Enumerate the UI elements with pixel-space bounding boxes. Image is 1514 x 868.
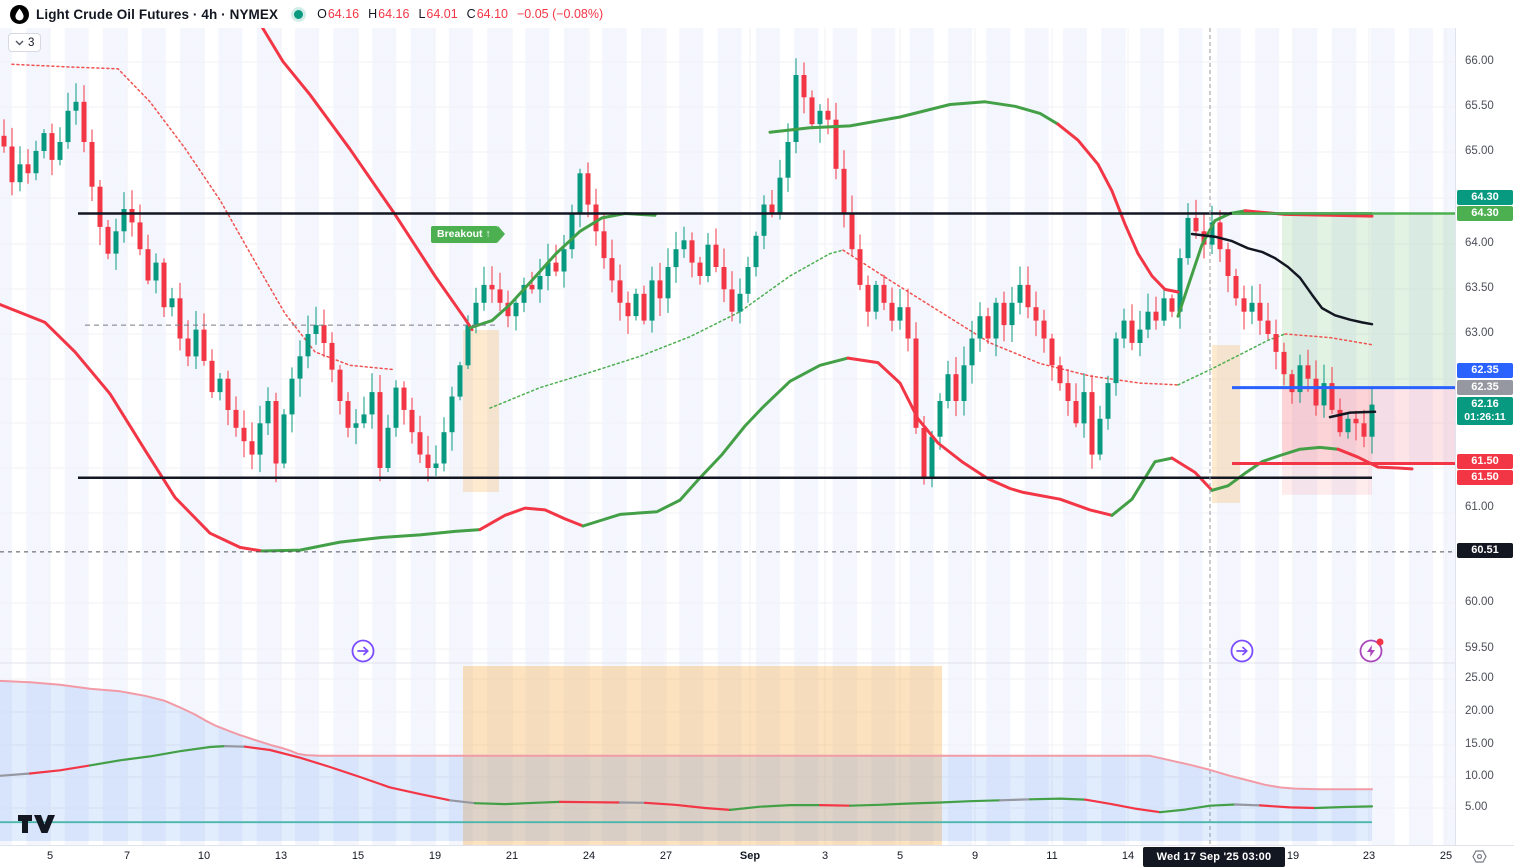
upper-band-red — [254, 15, 474, 332]
time-tick: 5 — [896, 850, 904, 862]
price-tick: 10.00 — [1465, 770, 1494, 782]
time-tick: 21 — [505, 850, 519, 862]
time-tick: 23 — [1362, 850, 1376, 862]
level-lines — [0, 212, 1455, 553]
price-badge-61.50: 61.50 — [1457, 454, 1513, 469]
lower-band-green-rise — [581, 356, 850, 528]
symbol-logo-icon[interactable] — [10, 4, 29, 24]
chevron-down-icon — [15, 40, 24, 45]
price-badge-64.30: 64.30 — [1457, 190, 1513, 205]
price-tick: 65.50 — [1465, 100, 1494, 112]
band-red-end — [1336, 447, 1414, 471]
mid-dotted-red — [842, 249, 1179, 386]
arrow-event-icon[interactable] — [351, 639, 375, 663]
event-markers[interactable] — [351, 638, 1384, 663]
grid-lines — [0, 28, 1455, 845]
price-tick: 59.50 — [1465, 642, 1494, 654]
market-status-icon[interactable] — [294, 9, 304, 19]
price-badge-62.35: 62.35 — [1457, 380, 1513, 395]
profit-zone — [1282, 213, 1455, 388]
time-tick: 7 — [123, 850, 131, 862]
time-tick: 14 — [1121, 850, 1135, 862]
time-tick: 13 — [274, 850, 288, 862]
time-tick: 9 — [971, 850, 979, 862]
time-tick: Sep — [739, 850, 761, 862]
price-badge-61.50: 61.50 — [1457, 470, 1513, 485]
price-tick: 61.00 — [1465, 501, 1494, 513]
lower-panel-fill — [0, 680, 1372, 841]
adx-upper-line — [0, 679, 1373, 791]
lower-band-red — [0, 303, 264, 553]
mid-dotted-red-left — [11, 63, 396, 371]
price-tick: 25.00 — [1465, 672, 1494, 684]
band-green-rise2 — [1210, 445, 1340, 492]
position-tool-zones — [1282, 213, 1455, 495]
price-tick: 60.00 — [1465, 596, 1494, 608]
top-green — [768, 100, 1060, 134]
adx-area-fill — [0, 680, 1372, 841]
price-tick: 20.00 — [1465, 705, 1494, 717]
tradingview-logo — [18, 815, 55, 833]
lower-band-red2 — [478, 506, 585, 532]
ohlc-values: O64.16 H64.16 L64.01 C64.10 −0.05 (−0.08%) — [317, 7, 603, 21]
price-badge-64.30: 64.30 — [1457, 206, 1513, 221]
time-tick: 27 — [659, 850, 673, 862]
black-ma-short — [1328, 410, 1377, 419]
dotted-midlines — [11, 63, 1373, 409]
time-tick: 15 — [351, 850, 365, 862]
indicators-collapsed-chip[interactable]: 3 — [8, 33, 42, 52]
lower-band-green — [260, 528, 482, 553]
loss-zone — [1282, 387, 1455, 464]
chart-toolbar: Light Crude Oil Futures · 4h · NYMEX O64… — [0, 0, 1514, 28]
price-badge-62.35: 62.35 — [1457, 363, 1513, 378]
ohlc-o: O64.16 — [317, 7, 360, 21]
arrow-event-icon[interactable] — [1230, 639, 1254, 663]
mid-dotted-green — [489, 249, 844, 409]
time-tick: 11 — [1046, 850, 1058, 862]
breakout-green — [468, 212, 657, 330]
price-badge-60.51: 60.51 — [1457, 543, 1513, 558]
symbol-title[interactable]: Light Crude Oil Futures · 4h · NYMEX — [36, 6, 279, 22]
ohlc-c: C64.10 — [466, 7, 508, 21]
price-tick: 63.50 — [1465, 282, 1494, 294]
indicator-count: 3 — [28, 36, 35, 49]
crosshair-date-badge: Wed 17 Sep '25 03:00 — [1143, 847, 1285, 867]
black-ma — [1190, 232, 1374, 326]
axis-settings-icon[interactable] — [1472, 849, 1487, 868]
time-tick: 3 — [821, 850, 829, 862]
time-tick: 10 — [197, 850, 211, 862]
price-badge-62.16: 62.16 01:26:11 — [1457, 397, 1513, 425]
lower-panel-lines — [0, 679, 1374, 824]
price-tick: 15.00 — [1465, 738, 1494, 750]
countdown-timer: 01:26:11 — [1464, 411, 1506, 423]
flash-event-icon[interactable] — [1359, 638, 1384, 663]
time-tick: 5 — [46, 850, 54, 862]
breakout-callout[interactable]: Breakout ↑ — [431, 226, 505, 243]
overlay-lines — [0, 15, 1414, 553]
candles — [1, 58, 1375, 488]
time-axis[interactable]: Wed 17 Sep '25 03:00 5 7 10 13 15 19 21 24 27 Sep… — [0, 845, 1514, 868]
band-red-dip — [1170, 456, 1214, 492]
price-scale[interactable]: 66.5066.0065.5065.0064.0063.5063.0061.00… — [1455, 0, 1514, 845]
time-tick: 25 — [1439, 850, 1453, 862]
ohlc-l: L64.01 — [418, 7, 458, 21]
time-tick: 19 — [1286, 850, 1300, 862]
price-tick: 63.00 — [1465, 327, 1494, 339]
top-red-fall — [1056, 122, 1180, 294]
band-red-fall — [846, 356, 1114, 517]
price-tick: 64.00 — [1465, 237, 1494, 249]
price-tick: 66.00 — [1465, 55, 1494, 67]
ohlc-h: H64.16 — [368, 7, 410, 21]
price-tick: 5.00 — [1465, 801, 1488, 813]
price-change: −0.05 (−0.08%) — [516, 7, 604, 21]
time-tick: 24 — [582, 850, 596, 862]
mid-dotted-red2 — [1284, 333, 1373, 346]
band-green-hook — [1110, 456, 1174, 517]
price-tick: 65.00 — [1465, 145, 1494, 157]
time-tick: 19 — [428, 850, 442, 862]
